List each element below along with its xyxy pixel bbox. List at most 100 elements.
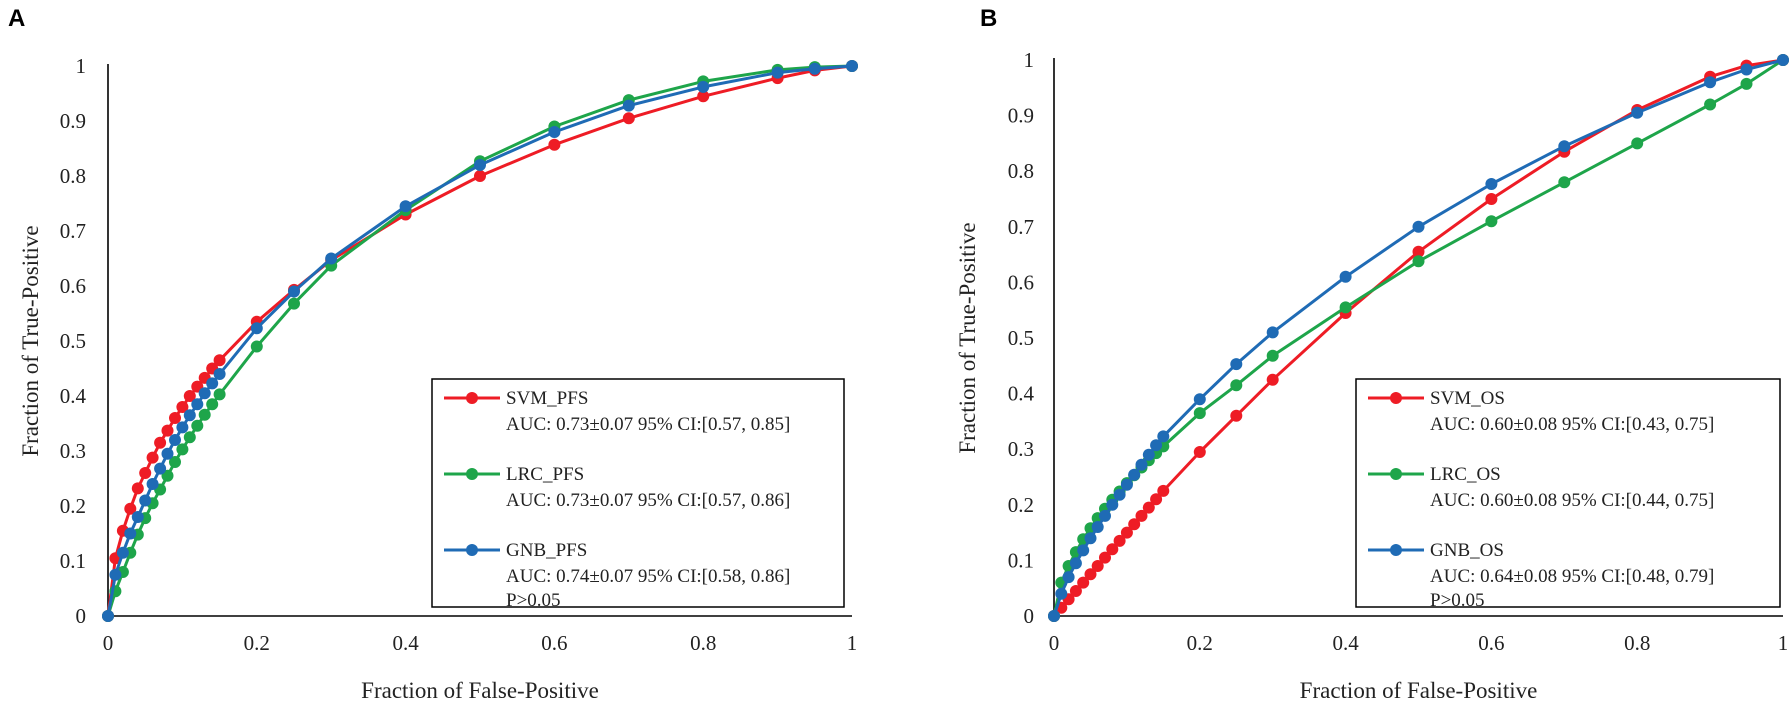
data-point xyxy=(1485,215,1498,228)
x-tick-label: 0.2 xyxy=(1187,631,1213,655)
y-tick-label: 0.6 xyxy=(60,274,86,298)
data-point xyxy=(1412,245,1425,258)
data-point xyxy=(1106,498,1119,511)
legend-series-name: LRC_PFS xyxy=(506,464,584,485)
data-point xyxy=(176,401,189,413)
y-axis-title: Fraction of True-Positive xyxy=(955,222,980,453)
data-point xyxy=(1157,430,1170,443)
data-point xyxy=(1157,484,1170,497)
data-point xyxy=(1091,560,1104,572)
data-point xyxy=(198,408,211,421)
x-axis-title: Fraction of False-Positive xyxy=(1300,678,1538,703)
data-point xyxy=(474,159,486,171)
y-tick-label: 1 xyxy=(1024,48,1035,72)
data-point xyxy=(154,436,167,449)
data-point xyxy=(1113,488,1126,501)
data-point xyxy=(1558,176,1571,189)
panel-label: B xyxy=(980,5,997,32)
data-point xyxy=(1128,518,1141,531)
data-point xyxy=(1120,526,1133,539)
data-point xyxy=(1069,585,1082,597)
legend-p-value: P>0.05 xyxy=(506,590,561,611)
legend: SVM_PFS AUC: 0.73±0.07 95% CI:[0.57, 0.85… xyxy=(431,378,845,611)
data-point xyxy=(1230,409,1243,422)
data-point xyxy=(213,354,226,367)
data-point xyxy=(206,377,219,390)
legend-series-name: SVM_OS xyxy=(1430,388,1505,409)
panel-label: A xyxy=(8,5,25,32)
data-point xyxy=(1084,568,1097,581)
data-point xyxy=(1150,439,1163,452)
data-point xyxy=(191,398,204,411)
chart-panel-A: A 0 0.1 0.2 0.3 0.4 0.5 0.6 0.7 0.8 0.9 1 0 0.2 0.4 0.6… xyxy=(8,5,858,703)
data-point xyxy=(399,200,412,213)
legend-auc-text: AUC: 0.73±0.07 95% CI:[0.57, 0.85] xyxy=(506,414,790,435)
data-point xyxy=(139,494,152,507)
legend-auc-text: AUC: 0.73±0.07 95% CI:[0.57, 0.86] xyxy=(506,490,790,511)
data-point xyxy=(1777,54,1789,66)
data-point xyxy=(1062,571,1075,584)
data-point xyxy=(548,138,561,151)
data-point xyxy=(1135,458,1148,471)
data-point xyxy=(131,482,144,495)
y-tick-label: 0.5 xyxy=(1008,326,1034,350)
y-axis-title: Fraction of True-Positive xyxy=(18,225,43,456)
legend-swatch-marker xyxy=(466,392,478,404)
data-point xyxy=(124,502,137,515)
data-point xyxy=(771,66,784,79)
data-point xyxy=(288,297,300,310)
y-tick-label: 0.2 xyxy=(60,494,86,518)
legend-auc-text: AUC: 0.64±0.08 95% CI:[0.48, 0.79] xyxy=(1430,566,1714,587)
data-point xyxy=(198,387,211,400)
y-tick-label: 0.1 xyxy=(60,549,86,573)
data-point xyxy=(169,412,181,424)
legend-series-name: SVM_PFS xyxy=(506,388,588,409)
data-point xyxy=(1230,358,1243,371)
data-point xyxy=(1077,576,1090,589)
data-point xyxy=(1339,301,1352,314)
data-point xyxy=(548,126,561,138)
data-point xyxy=(1412,255,1425,268)
data-point xyxy=(697,90,710,103)
data-point xyxy=(1193,446,1206,458)
data-point xyxy=(1084,532,1097,545)
data-point xyxy=(1412,220,1425,233)
data-point xyxy=(1099,551,1111,564)
data-point xyxy=(1193,393,1206,406)
legend-series-name: LRC_OS xyxy=(1430,464,1501,485)
y-tick-label: 0.8 xyxy=(60,164,86,188)
data-point xyxy=(622,112,635,125)
legend-auc-text: AUC: 0.60±0.08 95% CI:[0.43, 0.75] xyxy=(1430,414,1714,435)
x-axis-title: Fraction of False-Positive xyxy=(361,678,599,703)
data-point xyxy=(169,434,181,446)
data-point xyxy=(1704,98,1717,111)
data-point xyxy=(1048,610,1060,622)
data-point xyxy=(154,462,167,475)
x-tick-label: 0.2 xyxy=(244,631,270,655)
data-point xyxy=(176,421,189,434)
y-tick-label: 0.7 xyxy=(1008,215,1034,239)
data-point xyxy=(1266,326,1279,339)
legend-swatch-marker xyxy=(1390,544,1402,556)
data-point xyxy=(161,469,174,482)
y-tick-label: 0.3 xyxy=(1008,437,1034,461)
data-point xyxy=(161,424,174,437)
legend-swatch-marker xyxy=(466,468,478,480)
data-point xyxy=(474,170,486,182)
data-point xyxy=(1193,407,1206,420)
legend: SVM_OS AUC: 0.60±0.08 95% CI:[0.43, 0.75]… xyxy=(1355,378,1781,611)
data-point xyxy=(1055,587,1068,600)
series-GNB_OS xyxy=(1048,54,1789,622)
legend-swatch-marker xyxy=(1390,392,1402,404)
y-tick-label: 0.9 xyxy=(60,109,86,133)
y-tick-label: 0.2 xyxy=(1008,493,1034,517)
data-point xyxy=(1135,509,1148,522)
data-point xyxy=(1142,448,1155,461)
data-point xyxy=(250,340,263,353)
data-point xyxy=(1740,63,1753,76)
y-tick-label: 0.8 xyxy=(1008,159,1034,183)
x-tick-label: 1 xyxy=(1778,631,1789,655)
data-point xyxy=(325,252,338,265)
data-point xyxy=(146,478,159,490)
data-point xyxy=(1266,373,1279,386)
